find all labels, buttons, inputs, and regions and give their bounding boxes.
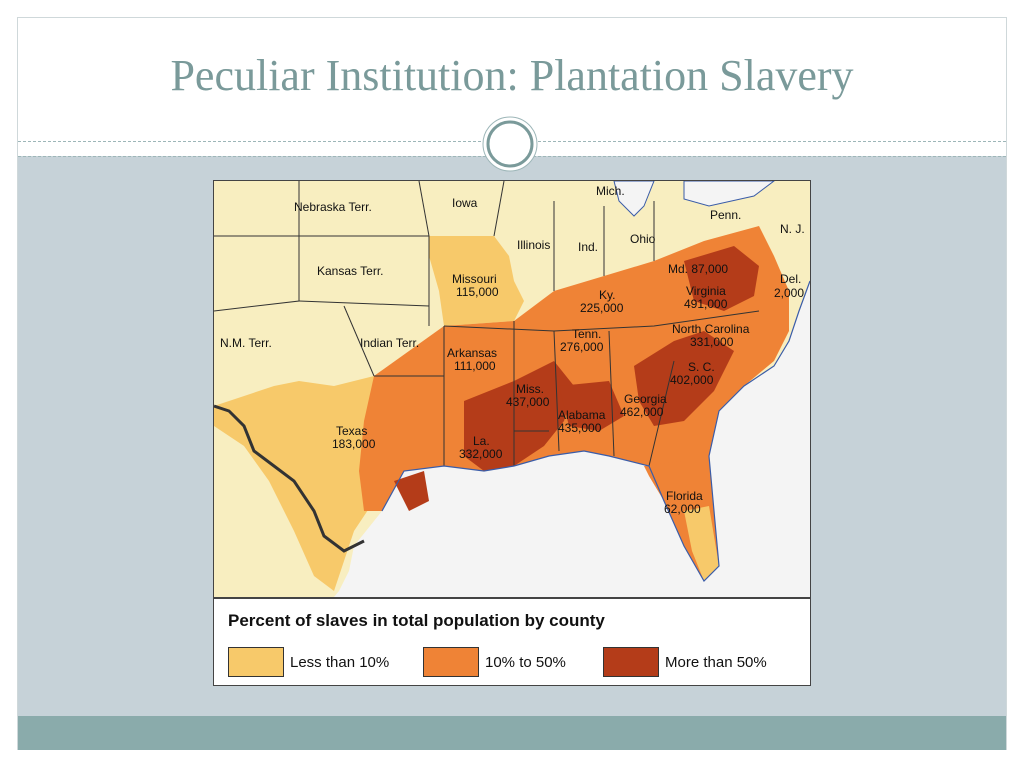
label-sc-count: 402,000 — [670, 373, 714, 387]
label-missouri-name: Missouri — [452, 272, 497, 286]
legend-swatch-light — [228, 647, 284, 677]
label-missouri-count: 115,000 — [456, 285, 499, 299]
circle-ornament-icon — [482, 116, 538, 172]
label-sc-name: S. C. — [688, 360, 715, 374]
label-florida-name: Florida — [666, 489, 703, 503]
label-virginia-count: 491,000 — [684, 297, 728, 311]
region-south-carolina-dark — [634, 331, 734, 426]
state-borders — [214, 181, 760, 467]
label-nm: N.M. Terr. — [220, 336, 272, 350]
label-nj: N. J. — [780, 222, 805, 236]
region-texas-dark — [394, 471, 429, 511]
label-ohio: Ohio — [630, 232, 656, 246]
label-nc-count: 331,000 — [690, 335, 734, 349]
region-alabama-dark — [559, 381, 624, 431]
label-penn: Penn. — [710, 208, 741, 222]
label-ky-name: Ky. — [599, 288, 615, 302]
label-mich: Mich. — [596, 184, 625, 198]
legend-label: More than 50% — [665, 654, 767, 671]
legend-label: Less than 10% — [290, 654, 390, 671]
label-la-count: 332,000 — [459, 447, 503, 461]
map-legend: Percent of slaves in total population by… — [214, 597, 810, 685]
label-miss-count: 437,000 — [506, 395, 550, 409]
slavery-map: Nebraska Terr. Iowa Mich. Penn. N. J. Il… — [213, 180, 811, 686]
legend-label: 10% to 50% — [485, 654, 566, 671]
label-del-count: 2,000 — [774, 286, 804, 300]
legend-title: Percent of slaves in total population by… — [228, 611, 605, 630]
label-la-name: La. — [473, 434, 490, 448]
label-kansas: Kansas Terr. — [317, 264, 383, 278]
label-arkansas-name: Arkansas — [447, 346, 497, 360]
label-georgia-count: 462,000 — [620, 405, 664, 419]
label-illinois: Illinois — [517, 238, 550, 252]
rio-grande-river — [214, 404, 365, 553]
label-arkansas-count: 111,000 — [454, 359, 496, 373]
lake-erie — [683, 181, 775, 207]
label-ky-count: 225,000 — [580, 301, 624, 315]
label-ind: Ind. — [578, 240, 598, 254]
region-mississippi-dark — [464, 361, 574, 471]
label-alabama-name: Alabama — [558, 408, 606, 422]
footer-band — [18, 716, 1006, 750]
label-georgia-name: Georgia — [624, 392, 667, 406]
label-virginia-name: Virginia — [686, 284, 726, 298]
region-virginia-dark — [684, 246, 759, 311]
label-del-name: Del. — [780, 272, 801, 286]
label-tenn-name: Tenn. — [572, 327, 601, 341]
region-missouri-light — [429, 236, 524, 326]
label-tenn-count: 276,000 — [560, 340, 604, 354]
lake-michigan — [613, 181, 655, 217]
label-md: Md. 87,000 — [668, 262, 728, 276]
label-alabama-count: 435,000 — [558, 421, 602, 435]
label-iowa: Iowa — [452, 196, 478, 210]
legend-swatch-medium — [423, 647, 479, 677]
coastline — [381, 280, 810, 582]
label-indian: Indian Terr. — [360, 336, 419, 350]
slide-title: Peculiar Institution: Plantation Slavery — [170, 51, 854, 100]
label-florida-count: 62,000 — [664, 502, 701, 516]
region-florida-light — [684, 506, 719, 581]
label-texas-count: 183,000 — [332, 437, 376, 451]
legend-swatch-dark — [603, 647, 659, 677]
label-miss-name: Miss. — [516, 382, 544, 396]
region-texas-light — [214, 376, 389, 591]
label-texas-name: Texas — [336, 424, 367, 438]
label-nc-name: North Carolina — [672, 322, 750, 336]
map-canvas: Nebraska Terr. Iowa Mich. Penn. N. J. Il… — [214, 181, 810, 597]
label-nebraska: Nebraska Terr. — [294, 200, 372, 214]
